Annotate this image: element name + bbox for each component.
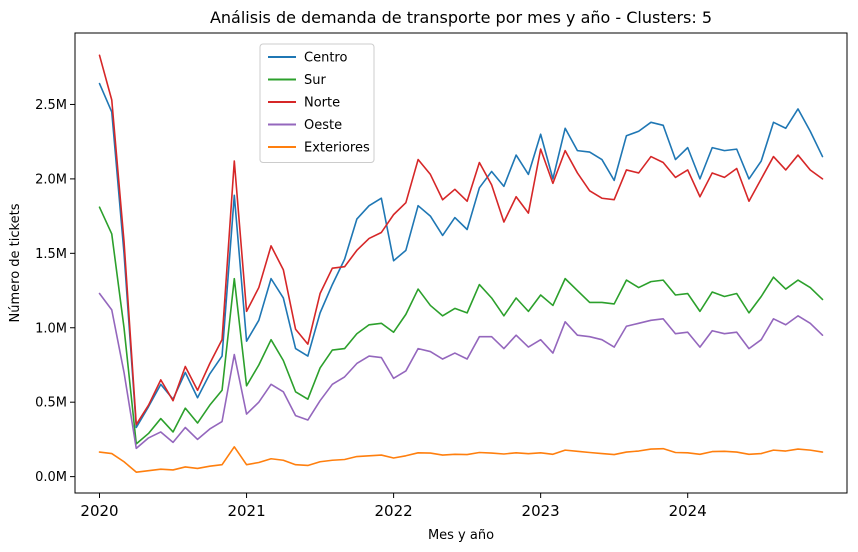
legend-label: Oeste — [304, 118, 342, 133]
x-tick-label: 2021 — [227, 502, 265, 520]
x-tick-label: 2022 — [375, 502, 413, 520]
y-axis-label: Número de tickets — [8, 203, 23, 322]
series-line-centro — [98, 82, 824, 429]
y-tick-label: 0.5M — [35, 396, 67, 411]
x-tick-label: 2020 — [80, 502, 118, 520]
legend-box — [259, 43, 375, 163]
legend-label: Centro — [304, 51, 347, 66]
y-tick-label: 2.0M — [35, 172, 67, 187]
y-tick-label: 1.0M — [35, 321, 67, 336]
y-tick-label: 2.5M — [35, 98, 67, 113]
y-axis-ticks: 0.0M 0.5M 1.0M 1.5M 2.0M 2.5M — [35, 98, 75, 485]
chart-title: Análisis de demanda de transporte por me… — [210, 8, 712, 27]
x-axis-label: Mes y año — [428, 528, 494, 543]
x-tick-label: 2023 — [522, 502, 560, 520]
series-line-sur — [98, 206, 824, 445]
y-tick-label: 1.5M — [35, 247, 67, 262]
legend-label: Sur — [304, 73, 326, 88]
legend-label: Norte — [304, 96, 340, 111]
y-tick-label: 0.0M — [35, 470, 67, 485]
legend-label: Exteriores — [304, 141, 370, 156]
series-line-norte — [98, 54, 824, 426]
series-lines — [98, 54, 824, 473]
plot-area — [74, 32, 848, 494]
series-line-oeste — [98, 292, 824, 450]
series-line-exteriores — [98, 446, 824, 473]
x-tick-label: 2024 — [669, 502, 707, 520]
legend: Centro Sur Norte Oeste Exteriores — [259, 43, 375, 163]
x-axis-ticks: 2020 2021 2022 2023 2024 — [80, 493, 707, 520]
